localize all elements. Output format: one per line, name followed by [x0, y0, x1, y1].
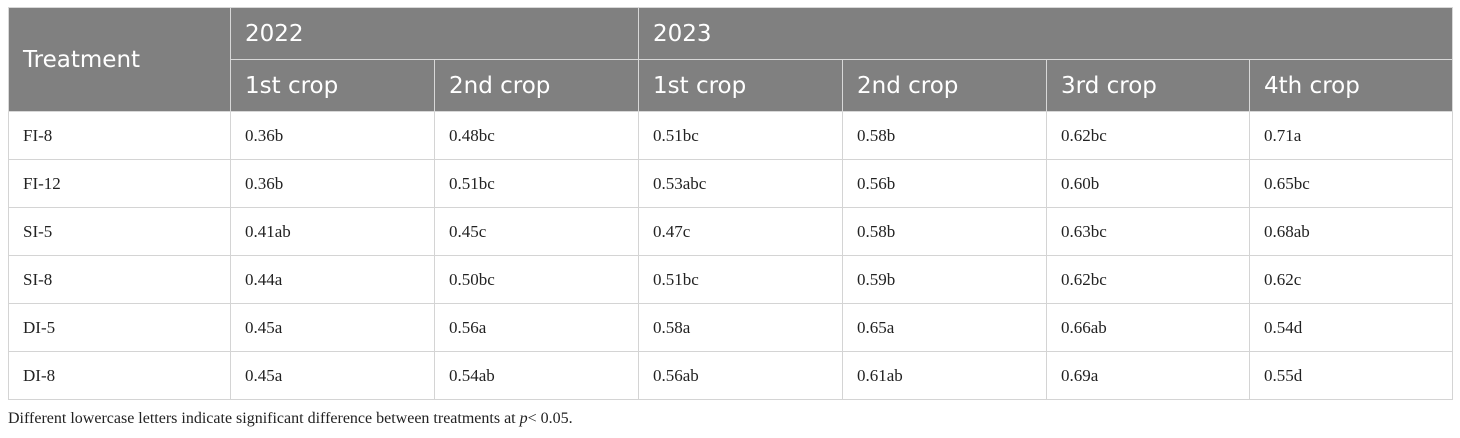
crop-header: 1st crop — [230, 59, 435, 112]
value-cell: 0.62bc — [1046, 111, 1251, 160]
table-footnote: Different lowercase letters indicate sig… — [8, 410, 573, 428]
value-cell: 0.53abc — [638, 159, 844, 208]
crop-header: 2nd crop — [842, 59, 1048, 112]
crop-header: 4th crop — [1249, 59, 1454, 112]
value-cell: 0.45a — [230, 303, 435, 352]
footnote-p-symbol: p — [519, 410, 528, 427]
value-cell: 0.58b — [842, 111, 1048, 160]
value-cell: 0.58b — [842, 207, 1048, 256]
treatment-cell: FI-12 — [8, 159, 231, 208]
value-cell: 0.59b — [842, 255, 1048, 304]
treatment-cell: DI-5 — [8, 303, 231, 352]
value-cell: 0.51bc — [638, 111, 844, 160]
crop-header: 1st crop — [638, 59, 844, 112]
value-cell: 0.45a — [230, 351, 435, 400]
table-row: FI-12 0.36b 0.51bc 0.53abc 0.56b 0.60b 0… — [8, 159, 1454, 208]
year-header-row: Treatment 2022 2023 — [8, 7, 1454, 112]
footnote-threshold: < 0.05. — [527, 410, 573, 427]
value-cell: 0.54ab — [433, 351, 640, 400]
value-cell: 0.62bc — [1046, 255, 1251, 304]
treatment-cell: SI-8 — [8, 255, 231, 304]
results-table-container: Treatment 2022 2023 1st crop 2nd crop 1s… — [8, 7, 1454, 400]
value-cell: 0.44a — [230, 255, 435, 304]
value-cell: 0.54d — [1249, 303, 1454, 352]
table-row: FI-8 0.36b 0.48bc 0.51bc 0.58b 0.62bc 0.… — [8, 111, 1454, 160]
value-cell: 0.45c — [433, 207, 640, 256]
treatment-cell: FI-8 — [8, 111, 231, 160]
value-cell: 0.69a — [1046, 351, 1251, 400]
table-row: DI-8 0.45a 0.54ab 0.56ab 0.61ab 0.69a 0.… — [8, 351, 1454, 400]
table-row: DI-5 0.45a 0.56a 0.58a 0.65a 0.66ab 0.54… — [8, 303, 1454, 352]
value-cell: 0.60b — [1046, 159, 1251, 208]
treatment-cell: DI-8 — [8, 351, 231, 400]
value-cell: 0.63bc — [1046, 207, 1251, 256]
table-row: SI-5 0.41ab 0.45c 0.47c 0.58b 0.63bc 0.6… — [8, 207, 1454, 256]
value-cell: 0.56a — [433, 303, 640, 352]
table-row: SI-8 0.44a 0.50bc 0.51bc 0.59b 0.62bc 0.… — [8, 255, 1454, 304]
crop-header: 2nd crop — [433, 59, 640, 112]
results-table: Treatment 2022 2023 1st crop 2nd crop 1s… — [8, 7, 1454, 400]
value-cell: 0.55d — [1249, 351, 1454, 400]
crop-header: 3rd crop — [1046, 59, 1251, 112]
value-cell: 0.68ab — [1249, 207, 1454, 256]
value-cell: 0.65bc — [1249, 159, 1454, 208]
table-header: Treatment 2022 2023 1st crop 2nd crop 1s… — [8, 7, 1454, 112]
value-cell: 0.58a — [638, 303, 844, 352]
value-cell: 0.41ab — [230, 207, 435, 256]
value-cell: 0.65a — [842, 303, 1048, 352]
value-cell: 0.66ab — [1046, 303, 1251, 352]
value-cell: 0.50bc — [433, 255, 640, 304]
value-cell: 0.47c — [638, 207, 844, 256]
value-cell: 0.51bc — [433, 159, 640, 208]
table-body: FI-8 0.36b 0.48bc 0.51bc 0.58b 0.62bc 0.… — [8, 111, 1454, 400]
value-cell: 0.61ab — [842, 351, 1048, 400]
footnote-text: Different lowercase letters indicate sig… — [8, 410, 520, 427]
value-cell: 0.51bc — [638, 255, 844, 304]
value-cell: 0.62c — [1249, 255, 1454, 304]
value-cell: 0.71a — [1249, 111, 1454, 160]
year-header-2023: 2023 — [638, 7, 1454, 60]
value-cell: 0.56ab — [638, 351, 844, 400]
value-cell: 0.36b — [230, 159, 435, 208]
treatment-cell: SI-5 — [8, 207, 231, 256]
crop-header-row: 1st crop 2nd crop 1st crop 2nd crop 3rd … — [9, 59, 1454, 112]
year-header-2022: 2022 — [229, 7, 640, 60]
value-cell: 0.48bc — [433, 111, 640, 160]
value-cell: 0.56b — [842, 159, 1048, 208]
treatment-column-header: Treatment — [8, 7, 231, 112]
value-cell: 0.36b — [230, 111, 435, 160]
